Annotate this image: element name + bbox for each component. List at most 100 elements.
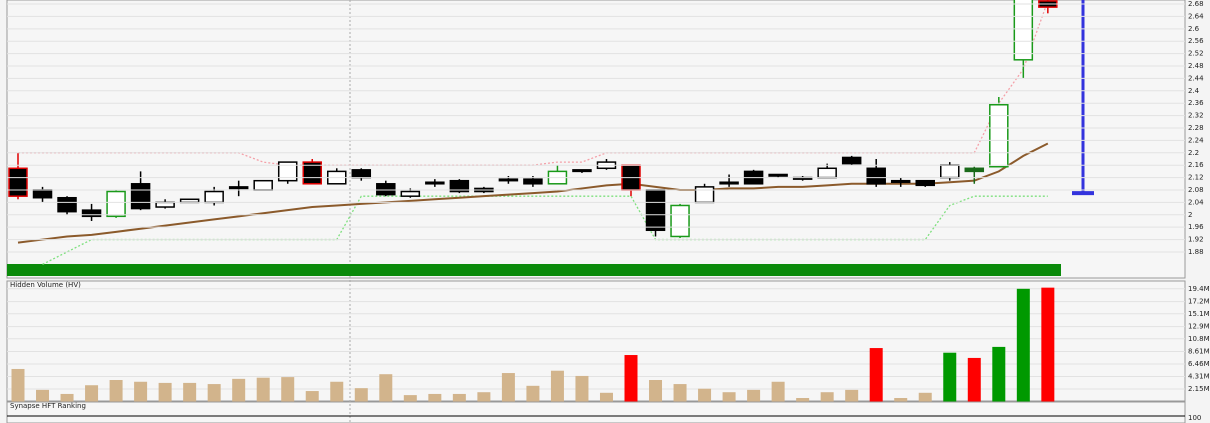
y-tick-label: 2.28 (1188, 124, 1204, 132)
candle-body (400, 190, 421, 197)
y-tick-label: 4.31M (1188, 372, 1210, 380)
y-tick-label: 15.1M (1188, 310, 1210, 318)
volume-bar (550, 370, 564, 402)
y-tick-label: 1.88 (1188, 248, 1204, 256)
volume-bar (796, 398, 810, 402)
volume-bar (85, 385, 99, 402)
candle-body (425, 181, 445, 185)
volume-bar (526, 385, 540, 402)
candle-body (964, 167, 985, 173)
y-tick-label: 1.92 (1188, 236, 1204, 244)
candle-body (1013, 0, 1034, 61)
volume-bar (11, 368, 25, 402)
candle-body (498, 178, 519, 182)
candle-body (277, 161, 298, 182)
panel-title: Hidden Volume (HV) (10, 281, 81, 289)
volume-bar (1041, 287, 1055, 402)
candle-body (253, 179, 273, 191)
candle-body (940, 164, 960, 179)
y-tick-label: 2 (1188, 211, 1192, 219)
y-tick-label: 2.16 (1188, 161, 1204, 169)
volume-bar (232, 378, 246, 402)
candle-body (694, 186, 715, 204)
volume-bar (428, 393, 442, 402)
volume-bar (894, 398, 908, 402)
volume-bar (992, 346, 1006, 402)
signal-band (7, 264, 1061, 276)
volume-bar (330, 381, 344, 402)
volume-panel (6, 280, 1186, 402)
candle-body (81, 209, 102, 218)
volume-bar (207, 384, 221, 402)
y-tick-label: 2.64 (1188, 12, 1204, 20)
candle-body (106, 190, 126, 218)
candle-body (376, 183, 396, 196)
candle-body (32, 189, 53, 199)
y-tick-label: 2.32 (1188, 112, 1204, 120)
volume-bar (36, 389, 50, 402)
y-tick-label: 10.8M (1188, 335, 1210, 343)
y-tick-label: 2.6 (1188, 25, 1200, 33)
candle-body (8, 167, 28, 197)
y-tick-label: 2.56 (1188, 37, 1204, 45)
candle-body (768, 173, 788, 177)
candle-body (351, 169, 372, 179)
y-tick-label: 2.68 (1188, 0, 1204, 8)
volume-bar (845, 389, 859, 402)
volume-bar (281, 377, 295, 402)
volume-bar (501, 373, 515, 402)
volume-bar (305, 391, 319, 402)
hft-panel (6, 401, 1186, 423)
volume-bar (869, 348, 883, 402)
panel-title: Synapse HFT Ranking (10, 402, 86, 410)
candle-body (57, 196, 77, 213)
volume-bar (747, 389, 761, 402)
y-tick-label: 2.52 (1188, 50, 1204, 58)
volume-bar (649, 380, 663, 402)
candle-body (915, 179, 935, 187)
y-tick-label: 1.96 (1188, 223, 1204, 231)
volume-bar (722, 392, 736, 402)
price-panel (6, 0, 1186, 279)
candle-body (989, 104, 1009, 168)
volume-bar (109, 380, 123, 402)
y-tick-label: 2.44 (1188, 74, 1204, 82)
candle-body (302, 161, 322, 185)
volume-bar (943, 352, 957, 402)
candle-body (890, 179, 911, 183)
candle-body (817, 167, 837, 179)
candle-body (523, 178, 543, 185)
volume-bar (673, 384, 687, 402)
volume-bar (918, 392, 932, 402)
y-tick-label: 17.2M (1188, 298, 1210, 306)
volume-bar (820, 392, 834, 402)
candle-body (572, 169, 592, 173)
y-tick-label: 2.2 (1188, 149, 1199, 157)
y-tick-label: 2.48 (1188, 62, 1204, 70)
y-tick-label: 2.08 (1188, 186, 1204, 194)
volume-bar (256, 377, 270, 402)
volume-bar (60, 393, 74, 402)
plots: 2.68 2.64 2.6 2.56 2.52 2.48 2.44 2.4 2.36 2.32 2.… (7, 0, 1210, 422)
y-tick-label: 100 (1188, 414, 1201, 422)
volume-bar (967, 357, 981, 402)
y-tick-label: 12.9M (1188, 323, 1210, 331)
volume-bar (599, 392, 613, 402)
y-tick-label: 2.4 (1188, 87, 1200, 95)
candle-body (155, 201, 175, 208)
volume-bar (698, 388, 712, 402)
candle-body (130, 183, 151, 210)
candle-body (204, 190, 224, 204)
volume-bar (452, 393, 466, 402)
candle-body (449, 179, 470, 193)
y-tick-label: 19.4M (1188, 285, 1210, 293)
volume-bar (624, 355, 638, 402)
y-tick-label: 2.12 (1188, 174, 1204, 182)
volume-bar (183, 382, 197, 402)
volume-bar (575, 375, 589, 402)
volume-bar (477, 392, 491, 402)
volume-bar (158, 382, 172, 402)
volume-bar (354, 388, 368, 402)
y-tick-label: 2.24 (1188, 136, 1204, 144)
